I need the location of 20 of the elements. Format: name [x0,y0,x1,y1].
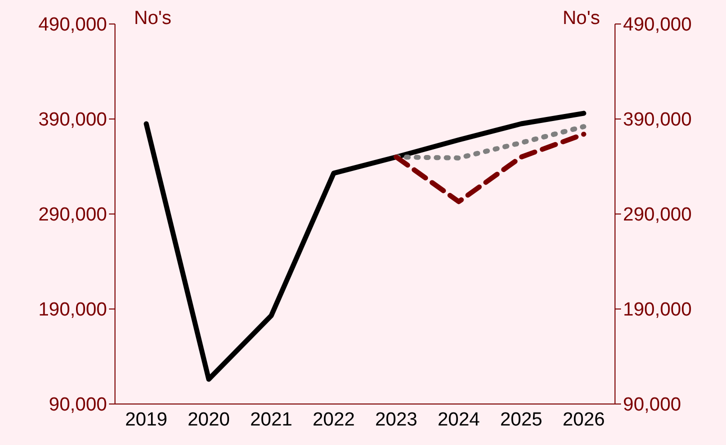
x-tick-label: 2024 [438,409,480,430]
y-tick-label: 490,000 [38,14,107,36]
y2-tick-label: 290,000 [623,204,692,226]
y-tick-label: 190,000 [38,300,107,321]
y2-tick-label: 490,000 [623,14,692,36]
y2-axis-title: No's [562,8,600,30]
y2-tick-label: 390,000 [623,110,692,131]
x-tick-label: 2021 [250,409,292,430]
x-tick-label: 2022 [312,409,355,430]
x-tick-label: 2025 [500,409,542,430]
x-tick-label: 2020 [188,409,230,430]
y2-tick-label: 190,000 [623,300,692,321]
y-tick-label: 390,000 [38,110,107,131]
x-tick-label: 2023 [375,409,418,430]
y-axis-title: No's [134,8,172,30]
y2-tick-label: 90,000 [623,394,682,416]
y-tick-label: 90,000 [48,394,107,416]
x-tick-label: 2019 [125,409,168,430]
x-tick-label: 2026 [562,409,605,430]
y-tick-label: 290,000 [38,204,107,226]
